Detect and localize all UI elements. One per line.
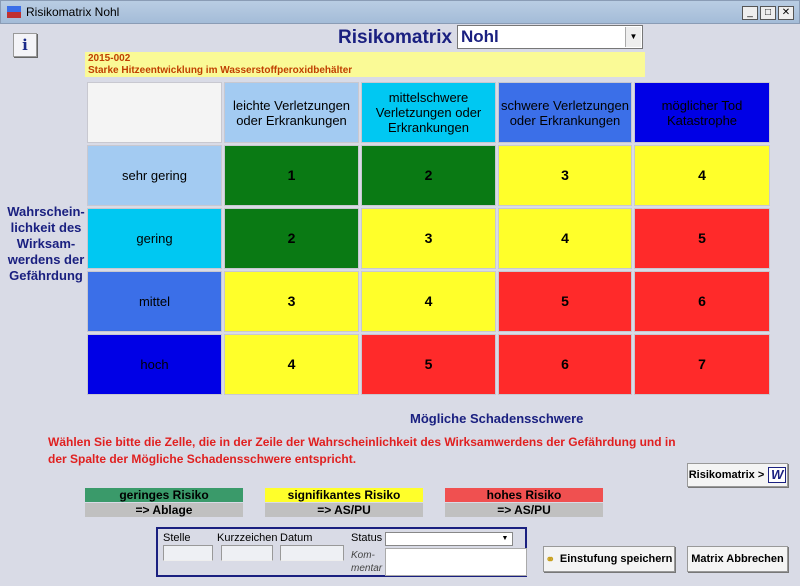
column-header: mittelschwere Verletzungen oder Erkranku…	[361, 82, 496, 143]
matrix-cell[interactable]: 3	[498, 145, 632, 206]
classification-form: Stelle Kurzzeichen Datum Status ▼ Kom-me…	[156, 527, 527, 577]
save-button[interactable]: ⚭ Einstufung speichern	[543, 546, 675, 572]
legend-significant-action: => AS/PU	[265, 503, 423, 517]
kommentar-label: Kom-mentar	[351, 550, 383, 574]
info-button[interactable]: i	[13, 33, 37, 57]
row-header: hoch	[87, 334, 222, 395]
matrix-select[interactable]: Nohl ▼	[457, 25, 643, 49]
row-header: gering	[87, 208, 222, 269]
legend-low-action: => Ablage	[85, 503, 243, 517]
column-header: möglicher Tod Katastrophe	[634, 82, 770, 143]
stelle-label: Stelle	[163, 532, 191, 544]
column-header: leichte Verletzungen oder Erkrankungen	[224, 82, 359, 143]
risikomatrix-label: Risikomatrix >	[688, 469, 765, 481]
page-title: Risikomatrix	[338, 27, 453, 48]
app-icon	[7, 6, 21, 18]
minimize-button[interactable]: _	[742, 6, 758, 20]
risikomatrix-button[interactable]: Risikomatrix > W	[687, 463, 788, 487]
matrix-cell[interactable]: 3	[361, 208, 496, 269]
matrix-cell[interactable]: 1	[224, 145, 359, 206]
word-icon: W	[768, 467, 787, 483]
matrix-cell[interactable]: 5	[498, 271, 632, 332]
legend-high: hohes Risiko	[445, 488, 603, 502]
close-button[interactable]: ✕	[778, 6, 794, 20]
title-bar	[0, 0, 800, 24]
datum-label: Datum	[280, 532, 313, 544]
stelle-input[interactable]	[163, 545, 213, 561]
save-label: Einstufung speichern	[559, 553, 673, 565]
kurzzeichen-input[interactable]	[221, 545, 273, 561]
kurzzeichen-label: Kurzzeichen	[217, 532, 278, 544]
incident-description: Starke Hitzeentwicklung im Wasserstoffpe…	[88, 65, 353, 76]
row-header: mittel	[87, 271, 222, 332]
matrix-corner	[87, 82, 222, 143]
matrix-cell[interactable]: 4	[634, 145, 770, 206]
legend-high-action: => AS/PU	[445, 503, 603, 517]
window-title: Risikomatrix Nohl	[26, 5, 120, 19]
legend-low: geringes Risiko	[85, 488, 243, 502]
chevron-down-icon: ▼	[625, 27, 641, 47]
matrix-cell[interactable]: 5	[361, 334, 496, 395]
x-axis-label: Mögliche Schadensschwere	[410, 411, 584, 426]
matrix-cell[interactable]: 2	[224, 208, 359, 269]
column-header: schwere Verletzungen oder Erkrankungen	[498, 82, 632, 143]
y-axis-label: Wahrschein-lichkeit des Wirksam-werdens …	[7, 204, 85, 283]
incident-id: 2015-002	[88, 53, 131, 64]
matrix-cell[interactable]: 6	[634, 271, 770, 332]
matrix-cell[interactable]: 7	[634, 334, 770, 395]
selected-value: Nohl	[461, 27, 499, 46]
matrix-cell[interactable]: 4	[498, 208, 632, 269]
instruction-text: Wählen Sie bitte die Zelle, die in der Z…	[48, 435, 676, 466]
status-label: Status	[351, 532, 383, 544]
matrix-cell[interactable]: 4	[361, 271, 496, 332]
link-icon: ⚭	[545, 553, 555, 566]
legend-significant: signifikantes Risiko	[265, 488, 423, 502]
datum-input[interactable]	[280, 545, 344, 561]
chevron-down-icon: ▼	[501, 535, 509, 542]
row-header: sehr gering	[87, 145, 222, 206]
status-select[interactable]: ▼	[385, 532, 513, 546]
matrix-cell[interactable]: 6	[498, 334, 632, 395]
maximize-button[interactable]: □	[760, 6, 776, 20]
matrix-cell[interactable]: 3	[224, 271, 359, 332]
kommentar-textarea[interactable]	[385, 548, 527, 576]
matrix-cell[interactable]: 2	[361, 145, 496, 206]
incident-box: 2015-002 Starke Hitzeentwicklung im Wass…	[85, 52, 645, 77]
cancel-button[interactable]: Matrix Abbrechen	[687, 546, 788, 572]
matrix-cell[interactable]: 4	[224, 334, 359, 395]
matrix-cell[interactable]: 5	[634, 208, 770, 269]
